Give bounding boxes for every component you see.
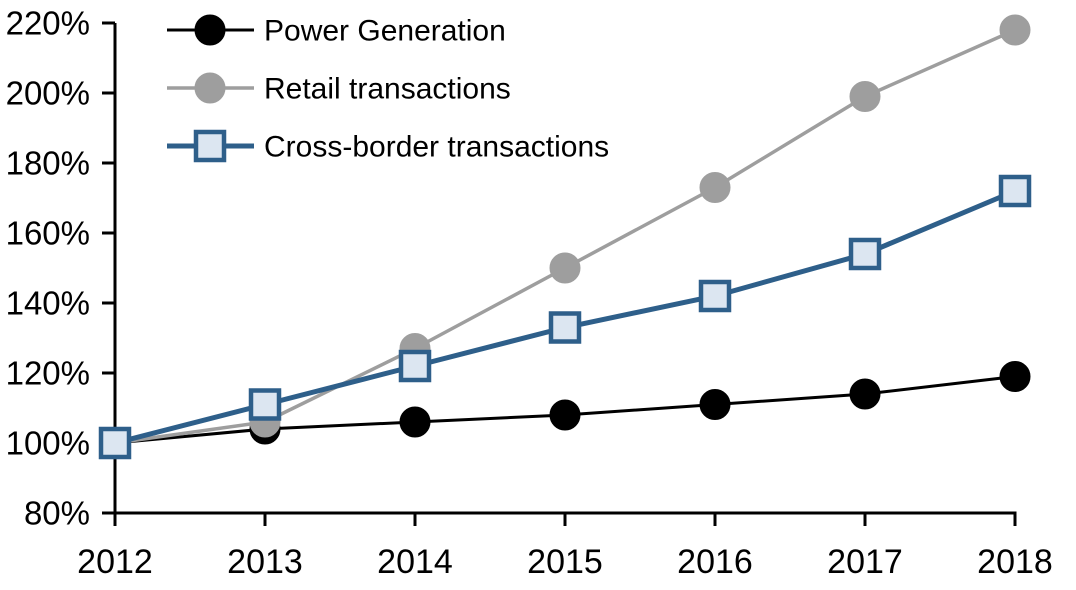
y-axis-tick-label: 80% [24, 495, 90, 532]
x-axis-tick-label: 2018 [977, 543, 1053, 581]
circle-marker [549, 399, 581, 431]
square-marker [398, 349, 432, 383]
legend-item: Power Generation [167, 14, 506, 48]
y-axis-tick-label: 160% [6, 215, 90, 252]
x-axis-tick-label: 2015 [527, 543, 603, 581]
y-axis-tick-label: 220% [6, 5, 90, 42]
legend-item: Cross-border transactions [167, 129, 609, 164]
legend-label: Retail transactions [264, 73, 511, 106]
y-axis-tick-label: 100% [6, 425, 90, 462]
legend: Power Generation Retail transactions Cross… [167, 14, 609, 164]
y-axis-tick-label: 140% [6, 285, 90, 322]
circle-marker [999, 361, 1031, 392]
y-axis-tick-label: 120% [6, 355, 90, 392]
series-line [114, 28, 1016, 445]
circle-marker [194, 14, 226, 46]
series-cross-border-transactions [98, 174, 1032, 460]
x-axis-tick-label: 2014 [377, 543, 453, 581]
x-axis-tick-label: 2017 [827, 543, 903, 581]
circle-marker [999, 14, 1031, 46]
legend-label: Power Generation [264, 15, 506, 48]
square-marker [998, 174, 1032, 208]
y-axis-tick-label: 200% [6, 75, 90, 112]
circle-marker [699, 389, 731, 420]
y-axis-tick-label: 180% [6, 145, 90, 182]
circle-marker [194, 72, 226, 104]
circle-marker [399, 406, 431, 438]
square-marker [193, 129, 227, 163]
circle-marker [849, 81, 881, 112]
x-axis-tick-label: 2016 [677, 543, 753, 581]
square-marker [98, 426, 132, 460]
circle-marker [549, 252, 581, 284]
legend-item: Retail transactions [167, 72, 511, 106]
circle-marker [699, 172, 731, 203]
square-marker [248, 388, 282, 421]
square-marker [698, 279, 732, 313]
circle-marker [849, 378, 881, 410]
legend-label: Cross-border transactions [264, 131, 609, 164]
x-axis-tick-label: 2012 [77, 543, 153, 581]
square-marker [848, 237, 882, 271]
square-marker [548, 311, 582, 344]
x-axis-tick-label: 2013 [227, 543, 303, 581]
